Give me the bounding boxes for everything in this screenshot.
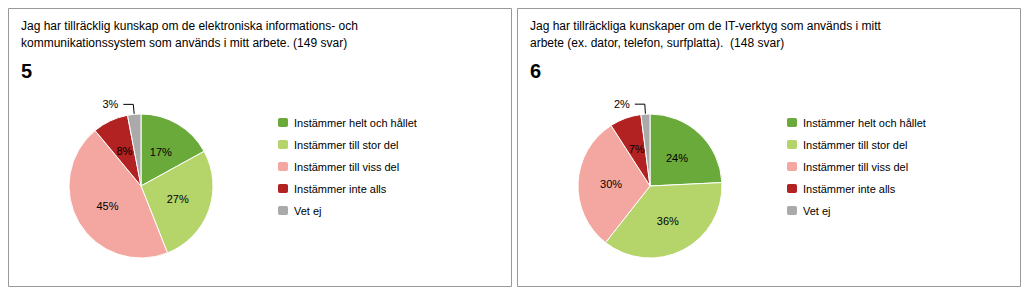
svg-text:Instämmer till viss del: Instämmer till viss del — [294, 161, 399, 173]
svg-text:6: 6 — [530, 60, 541, 82]
svg-text:Instämmer inte alls: Instämmer inte alls — [294, 183, 387, 195]
svg-text:Instämmer till viss del: Instämmer till viss del — [803, 161, 908, 173]
svg-text:Vet ej: Vet ej — [803, 205, 831, 217]
svg-text:kommunikationssystem som använ: kommunikationssystem som används i mitt … — [21, 36, 347, 50]
svg-text:45%: 45% — [96, 200, 118, 212]
svg-text:27%: 27% — [167, 193, 189, 205]
svg-text:Instämmer helt och hållet: Instämmer helt och hållet — [294, 117, 417, 129]
svg-text:3%: 3% — [102, 98, 118, 110]
svg-text:8%: 8% — [116, 145, 132, 157]
svg-text:Instämmer till stor del: Instämmer till stor del — [294, 139, 399, 151]
svg-text:36%: 36% — [657, 215, 679, 227]
svg-text:Instämmer inte alls: Instämmer inte alls — [803, 183, 896, 195]
svg-text:2%: 2% — [614, 98, 630, 110]
svg-text:Instämmer till stor del: Instämmer till stor del — [803, 139, 908, 151]
svg-text:Vet ej: Vet ej — [294, 205, 322, 217]
svg-text:24%: 24% — [666, 152, 688, 164]
svg-text:5: 5 — [21, 60, 32, 82]
svg-text:Jag har tillräcklig kunskap om: Jag har tillräcklig kunskap om de elektr… — [21, 19, 358, 33]
svg-text:Jag har tillräckliga kunskaper: Jag har tillräckliga kunskaper om de IT-… — [530, 19, 881, 33]
svg-text:17%: 17% — [150, 146, 172, 158]
svg-text:arbete (ex. dator, telefon, su: arbete (ex. dator, telefon, surfplatta).… — [530, 36, 784, 50]
svg-text:Instämmer helt och hållet: Instämmer helt och hållet — [803, 117, 926, 129]
svg-text:7%: 7% — [629, 143, 645, 155]
svg-text:30%: 30% — [600, 178, 622, 190]
